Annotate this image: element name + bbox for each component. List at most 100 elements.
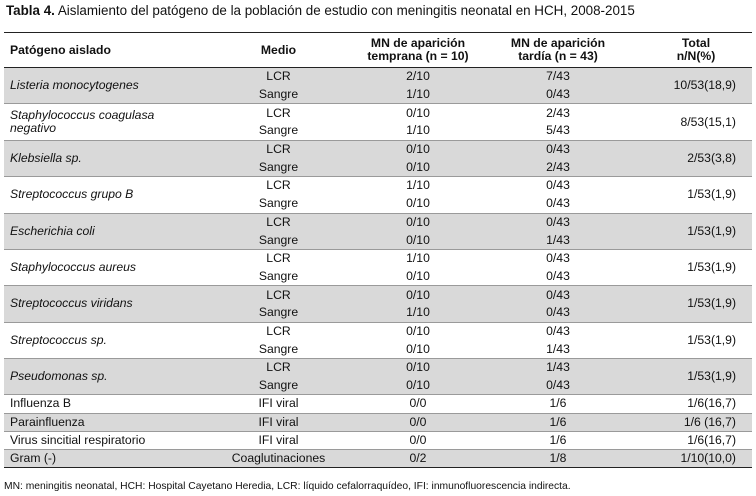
late-onset-cell: 1/43 xyxy=(494,231,622,250)
medium-cell: LCR xyxy=(215,139,342,159)
medium-cell: Sangre xyxy=(258,268,299,283)
table-footnote: MN: meningitis neonatal, HCH: Hospital C… xyxy=(4,481,571,492)
pathogen-cell: Gram (-) xyxy=(4,448,215,469)
total-cell: 1/53(1,9) xyxy=(622,248,752,286)
early-onset-cell: 0/0 xyxy=(342,430,494,450)
table-row: Sangre 1/10 5/43 xyxy=(4,122,752,140)
table-row: Sangre 1/10 0/43 xyxy=(4,303,752,323)
pathogen-name: Streptococcus sp. xyxy=(10,332,107,347)
late-onset-cell: 1/6 xyxy=(494,412,622,432)
table-body: Listeria monocytogenes LCR 2/10 7/43 10/53(1… xyxy=(4,67,752,469)
early-onset-cell: 0/0 xyxy=(342,394,494,414)
early-onset-cell: 0/10 xyxy=(406,341,430,356)
header-total: Total n/N(%) xyxy=(622,32,752,68)
late-onset-cell: 1/43 xyxy=(546,341,570,356)
early-onset-cell: 0/10 xyxy=(406,196,430,211)
table-row: Parainfluenza IFI viral 0/0 1/6 1/6 (16,7) xyxy=(4,412,752,432)
header-early-onset: MN de aparición temprana (n = 10) xyxy=(342,32,494,68)
late-onset-cell: 0/43 xyxy=(494,248,622,268)
late-onset-cell: 1/6 xyxy=(494,430,622,450)
early-onset-cell: 0/2 xyxy=(342,448,494,469)
early-onset-cell: 0/10 xyxy=(342,321,494,341)
early-onset-cell: 0/10 xyxy=(342,376,494,395)
early-onset-cell: 0/10 xyxy=(342,139,494,159)
late-onset-cell: 0/43 xyxy=(494,139,622,159)
pathogen-cell: Streptococcus grupo B xyxy=(4,176,215,213)
medium-cell: IFI viral xyxy=(215,394,342,414)
late-onset-cell: 0/43 xyxy=(494,285,622,304)
pathogen-name: Staphylococcus coagulasa xyxy=(10,108,155,123)
pathogen-name: negativo xyxy=(10,121,57,136)
table-row: Sangre 1/10 0/43 xyxy=(4,85,752,104)
table-row: Staphylococcus coagulasa negativo LCR 0/10 2… xyxy=(4,103,752,141)
medium-cell: LCR xyxy=(215,321,342,341)
total-cell: 2/53(3,8) xyxy=(622,139,752,177)
medium-cell: LCR xyxy=(215,103,342,123)
header-late-line2: tardía (n = 43) xyxy=(518,49,598,63)
late-onset-cell: 2/43 xyxy=(494,158,622,177)
late-onset-cell: 5/43 xyxy=(546,123,570,138)
pathogen-cell: Parainfluenza xyxy=(4,412,215,432)
table-row: Sangre 0/10 0/43 xyxy=(4,376,752,395)
early-onset-cell: 1/10 xyxy=(342,248,494,268)
early-onset-cell: 0/10 xyxy=(342,103,494,123)
pathogen-cell: Influenza B xyxy=(4,394,215,414)
pathogen-cell: Streptococcus viridans xyxy=(4,285,215,323)
pathogen-cell: Listeria monocytogenes xyxy=(4,67,215,104)
medium-cell: Sangre xyxy=(215,376,342,395)
pathogen-cell: Pseudomonas sp. xyxy=(4,357,215,395)
medium-cell: Sangre xyxy=(215,158,342,177)
header-late-line1: MN de aparición xyxy=(510,36,606,50)
late-onset-cell: 1/6 xyxy=(494,394,622,414)
late-onset-cell: 0/43 xyxy=(546,268,570,283)
medium-cell: Sangre xyxy=(258,123,299,138)
table-row: Listeria monocytogenes LCR 2/10 7/43 10/53(1… xyxy=(4,67,752,104)
late-onset-cell: 0/43 xyxy=(494,303,622,323)
early-onset-cell: 1/10 xyxy=(342,85,494,104)
medium-cell: IFI viral xyxy=(215,412,342,432)
pathogen-cell: Streptococcus sp. xyxy=(4,321,215,359)
table-title: Aislamiento del patógeno de la población… xyxy=(54,3,635,18)
late-onset-cell: 2/43 xyxy=(494,103,622,123)
pathogen-name: Klebsiella sp. xyxy=(10,150,82,165)
table-row: Pseudomonas sp. LCR 0/10 1/43 1/53(1,9) xyxy=(4,357,752,395)
table-number: Tabla 4. xyxy=(6,3,55,18)
medium-cell: LCR xyxy=(215,212,342,232)
early-onset-cell: 1/10 xyxy=(406,123,430,138)
total-cell: 1/6(16,7) xyxy=(622,430,752,450)
table-header-row: Patógeno aislado Medio MN de aparición te… xyxy=(4,32,752,68)
medium-cell: Sangre xyxy=(215,231,342,250)
late-onset-cell: 1/43 xyxy=(494,357,622,377)
late-onset-cell: 0/43 xyxy=(494,321,622,341)
table-row: Streptococcus grupo B LCR 1/10 0/43 1/53(1,9… xyxy=(4,176,752,213)
medium-cell: LCR xyxy=(215,285,342,304)
table-row: Staphylococcus aureus LCR 1/10 0/43 1/53(1,9… xyxy=(4,248,752,286)
table-row: Gram (-) Coaglutinaciones 0/2 1/8 1/10(10,0) xyxy=(4,448,752,469)
medium-cell: LCR xyxy=(215,357,342,377)
pathogen-name: Listeria monocytogenes xyxy=(10,78,139,93)
pathogen-name: Pseudomonas sp. xyxy=(10,369,108,384)
header-total-line2: n/N(%) xyxy=(676,49,716,63)
pathogen-cell: Staphylococcus coagulasa negativo xyxy=(4,103,215,141)
table-row: Sangre 0/10 0/43 xyxy=(4,195,752,213)
late-onset-cell: 0/43 xyxy=(546,196,570,211)
pathogen-cell: Klebsiella sp. xyxy=(4,139,215,177)
total-cell: 1/53(1,9) xyxy=(622,176,752,213)
early-onset-cell: 2/10 xyxy=(342,67,494,86)
table-row: Sangre 0/10 1/43 xyxy=(4,340,752,358)
early-onset-cell: 0/10 xyxy=(342,158,494,177)
table-caption: Tabla 4. Aislamiento del patógeno de la … xyxy=(6,2,635,20)
header-late-onset: MN de aparición tardía (n = 43) xyxy=(494,32,622,68)
pathogen-cell: Escherichia coli xyxy=(4,212,215,250)
table-row: Sangre 0/10 2/43 xyxy=(4,158,752,177)
table-row: Escherichia coli LCR 0/10 0/43 1/53(1,9) xyxy=(4,212,752,250)
medium-cell: Sangre xyxy=(258,196,299,211)
early-onset-cell: 0/10 xyxy=(406,268,430,283)
early-onset-cell: 0/10 xyxy=(342,357,494,377)
pathogen-table: Patógeno aislado Medio MN de aparición te… xyxy=(4,32,752,469)
pathogen-cell: Virus sincitial respiratorio xyxy=(4,430,215,450)
table-row: Streptococcus viridans LCR 0/10 0/43 1/53(1,… xyxy=(4,285,752,323)
pathogen-cell: Staphylococcus aureus xyxy=(4,248,215,286)
table-row: Virus sincitial respiratorio IFI viral 0/0… xyxy=(4,430,752,450)
total-cell: 10/53(18,9) xyxy=(622,67,752,104)
